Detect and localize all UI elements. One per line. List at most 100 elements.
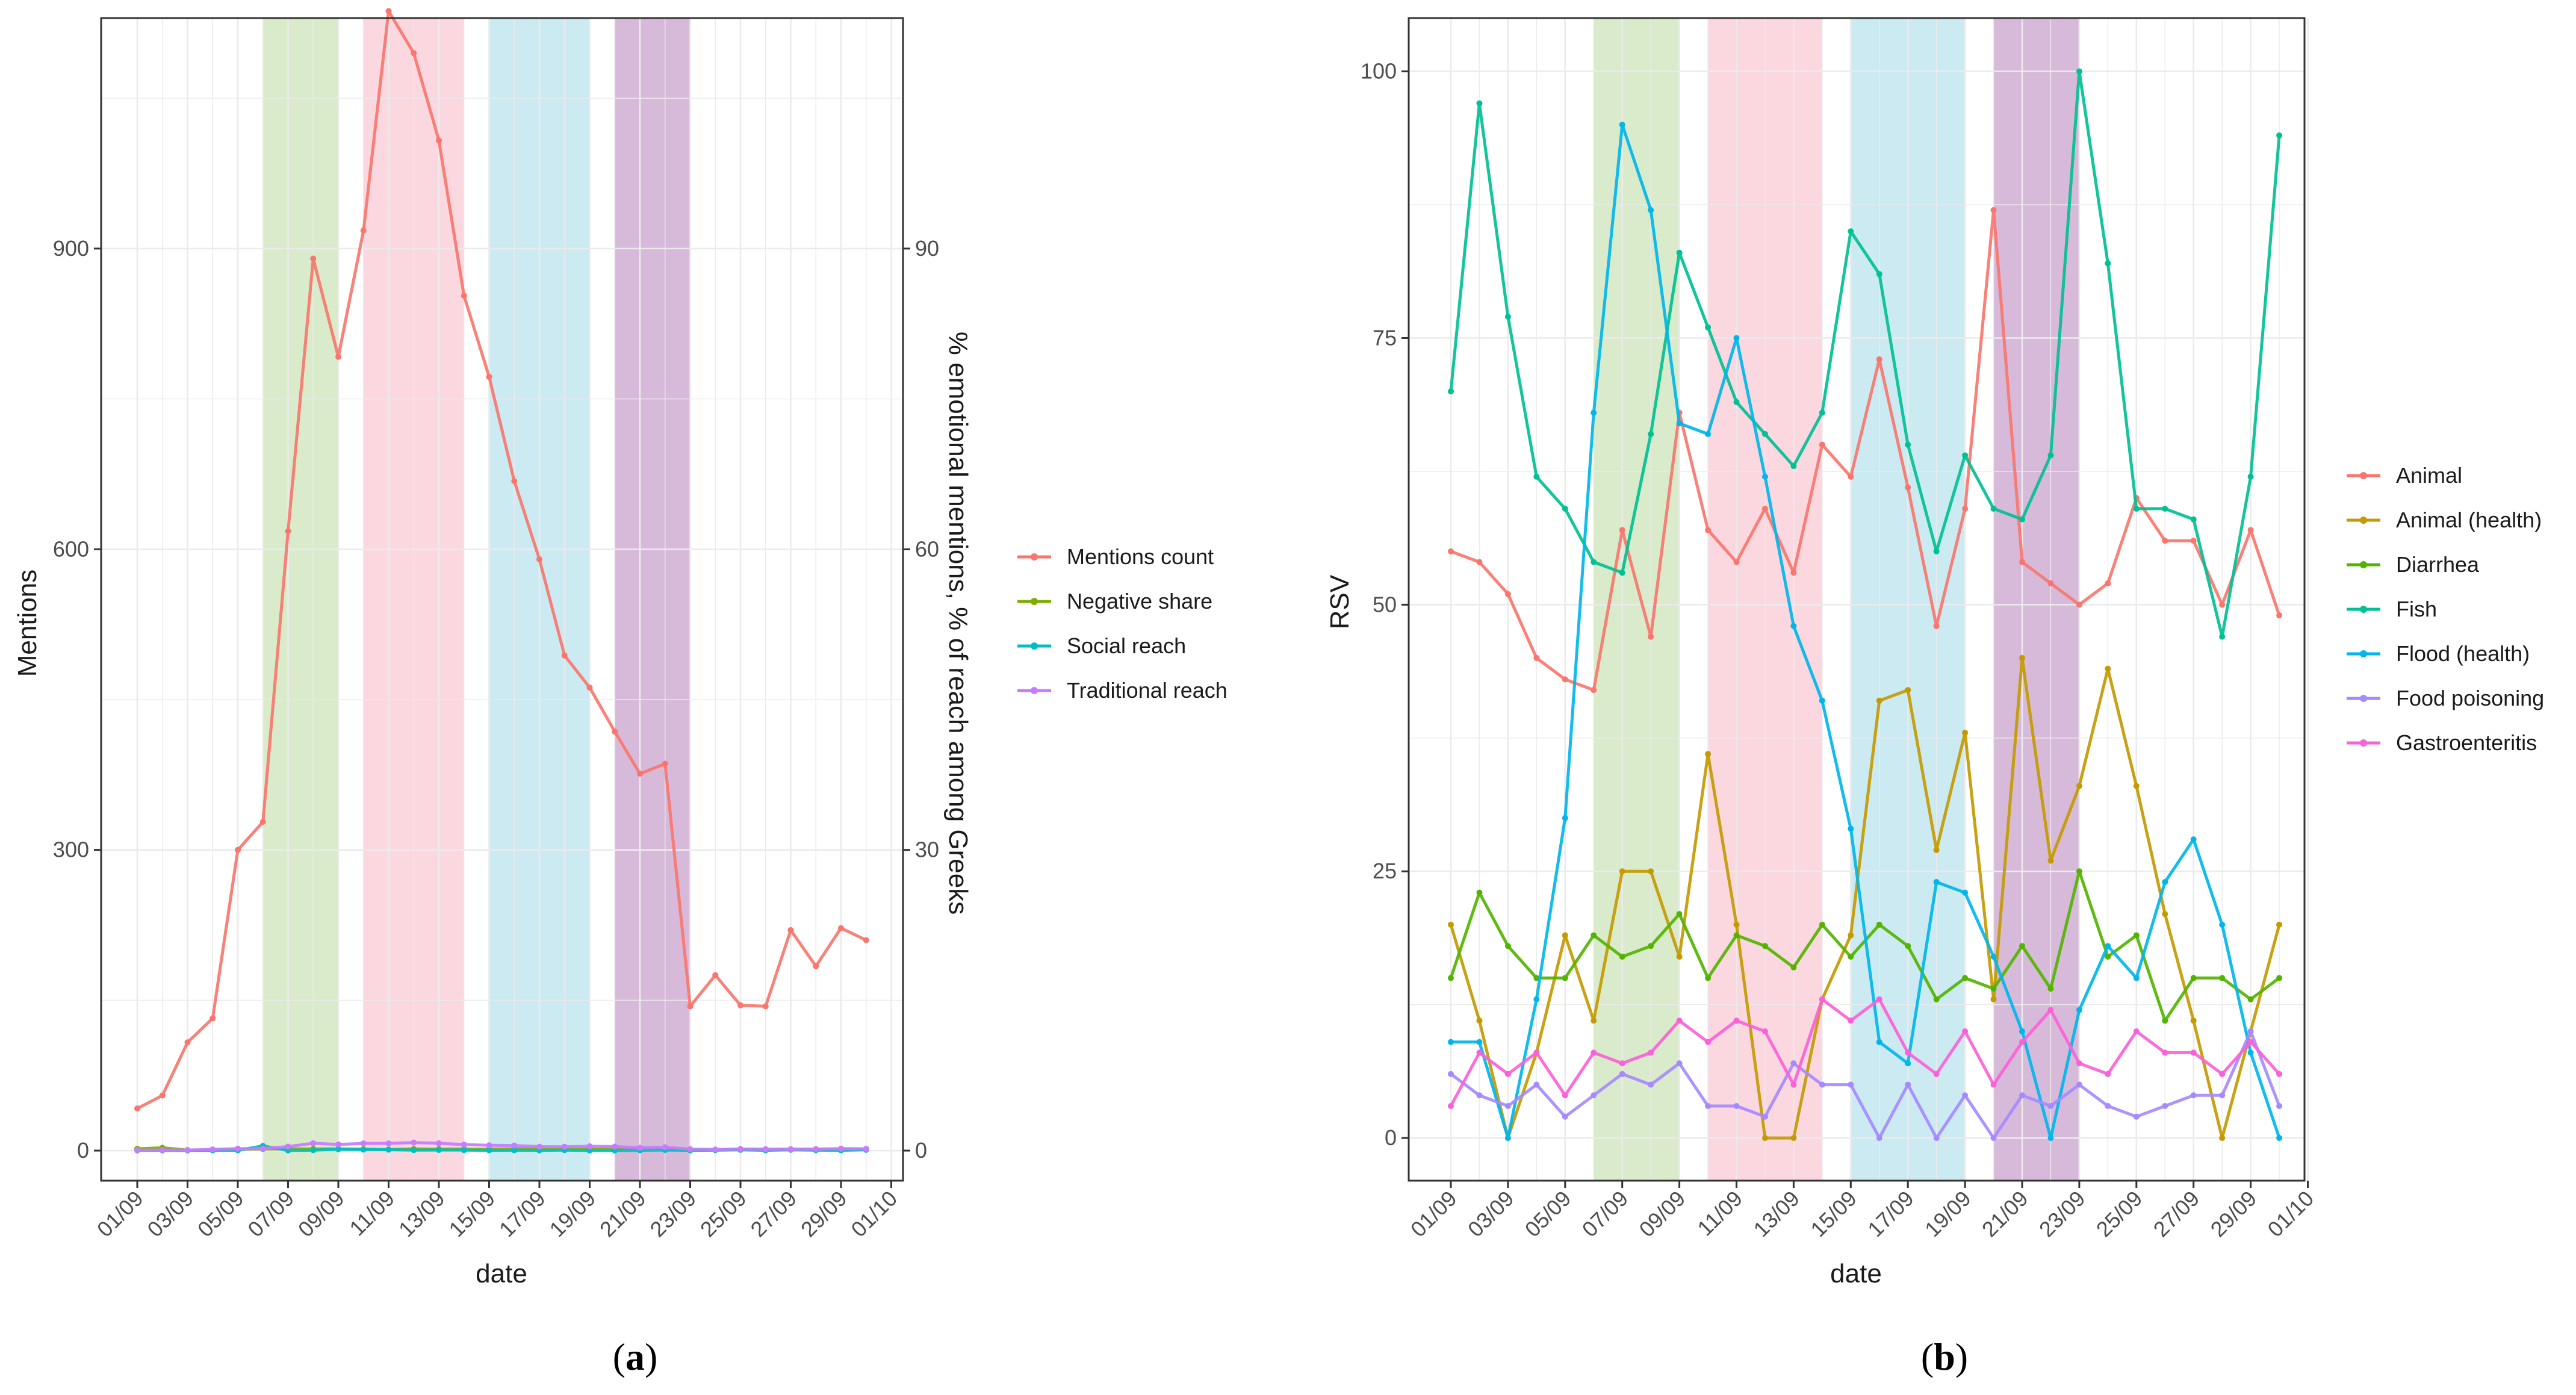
b-data-point [2105, 1102, 2111, 1109]
b-data-point [1448, 1102, 1454, 1109]
b-data-point [1761, 1113, 1768, 1120]
a-legend-item: Traditional reach [1017, 678, 1227, 703]
b-data-point [2105, 260, 2111, 267]
b-data-point [1476, 1018, 1483, 1024]
b-data-point [1933, 548, 1940, 555]
b-data-point [1562, 1113, 1568, 1120]
a-series-line-1 [135, 9, 868, 1110]
b-data-point [1676, 1018, 1683, 1024]
b-data-point [1990, 996, 1997, 1002]
b-data-point [1476, 1049, 1483, 1056]
b-data-point [2076, 1007, 2082, 1013]
a-legend-item: Mentions count [1017, 544, 1214, 569]
b-data-point [1761, 1028, 1768, 1034]
b-data-point [1990, 1135, 1997, 1142]
b-data-point [1562, 975, 1568, 981]
a-y-axis-ticks: 0 300 600 900 [53, 236, 101, 1163]
a-legend-item: Negative share [1017, 589, 1212, 614]
a-y2-tick-label: 60 [915, 536, 939, 561]
b-legend-item: Gastroenteritis [2347, 730, 2537, 755]
b-data-point [1476, 100, 1483, 107]
a-data-point [787, 927, 794, 933]
b-data-point [1619, 1060, 1625, 1067]
b-data-point [1533, 975, 1540, 981]
b-data-point [1848, 825, 1854, 832]
b-data-point [2105, 953, 2111, 960]
b-data-point [1790, 1135, 1797, 1142]
b-data-point [1933, 623, 1940, 629]
b-data-point [1591, 1018, 1597, 1024]
a-legend-label: Negative share [1067, 589, 1212, 614]
a-data-point [411, 1147, 417, 1154]
a-data-point [586, 1147, 593, 1154]
a-data-point [134, 1105, 140, 1112]
a-legend: Mentions count Negative share Social reach… [1017, 544, 1227, 703]
b-data-point [1848, 953, 1854, 960]
a-y-tick-label: 900 [53, 236, 89, 261]
a-data-point [184, 1147, 191, 1154]
b-data-point [1819, 409, 1825, 416]
b-data-point [1504, 943, 1511, 949]
b-data-point [2019, 1028, 2025, 1034]
b-data-point [2019, 1039, 2025, 1045]
a-data-point [209, 1015, 216, 1022]
b-data-point [1504, 1070, 1511, 1077]
b-data-point [2076, 868, 2082, 875]
b-data-point [2190, 975, 2197, 981]
a-y-tick-label: 600 [53, 536, 89, 561]
b-data-point [1676, 249, 1683, 256]
b-data-point [2162, 911, 2168, 918]
b-data-point [1676, 911, 1683, 918]
b-data-point [2190, 516, 2197, 523]
b-data-point [1962, 1028, 1969, 1034]
b-data-point [2076, 68, 2082, 75]
b-legend-item: Flood (health) [2347, 641, 2530, 666]
a-y2-axis-ticks: 0 30 60 90 [903, 236, 939, 1163]
b-series-line-5 [1449, 123, 2281, 1140]
a-data-point [235, 847, 241, 853]
a-legend-swatch-point [1031, 687, 1038, 694]
b-data-point [1876, 271, 1882, 278]
a-series-line-4 [135, 1141, 868, 1152]
b-data-point [1705, 430, 1712, 437]
a-x-axis-title: date [476, 1259, 527, 1288]
a-data-point [436, 137, 442, 144]
b-data-point [2219, 1092, 2226, 1099]
b-legend-label: Animal (health) [2396, 508, 2542, 532]
a-panel-caption: (a) [613, 1335, 658, 1378]
a-legend-swatch-point [1031, 598, 1038, 605]
b-data-point [1848, 1018, 1854, 1024]
a-data-point [436, 1147, 442, 1154]
b-data-point [1733, 399, 1740, 405]
b-data-point [2219, 601, 2226, 608]
a-data-point [712, 972, 719, 978]
b-data-point [1933, 847, 1940, 853]
b-legend-swatch-point [2360, 650, 2367, 657]
b-data-point [2247, 1039, 2254, 1045]
a-data-point [511, 1147, 518, 1154]
b-data-point [2133, 975, 2140, 981]
b-data-point [1761, 943, 1768, 949]
b-shaded-period-1 [1594, 18, 1680, 1181]
b-data-point [1533, 996, 1540, 1002]
b-data-point [1990, 986, 1997, 992]
a-data-point [310, 1147, 317, 1154]
b-data-point [1962, 975, 1969, 981]
a-data-point [310, 255, 317, 262]
b-y-tick-label: 100 [1361, 59, 1397, 84]
b-data-point [2105, 1070, 2111, 1077]
b-data-point [1819, 697, 1825, 704]
b-data-point [2190, 1092, 2197, 1099]
b-data-point [1876, 697, 1882, 704]
b-legend-label: Fish [2396, 597, 2437, 621]
a-data-point [762, 1003, 769, 1010]
a-shaded-periods [101, 18, 903, 1181]
b-y-axis-title: RSV [1325, 574, 1355, 629]
b-legend-swatch-point [2360, 472, 2367, 479]
b-data-point [1619, 1070, 1625, 1077]
a-data-point [813, 1146, 819, 1152]
b-data-point [1819, 1081, 1825, 1088]
b-data-point [1504, 1102, 1511, 1109]
a-data-point [461, 1142, 467, 1148]
b-data-point [2219, 975, 2226, 981]
